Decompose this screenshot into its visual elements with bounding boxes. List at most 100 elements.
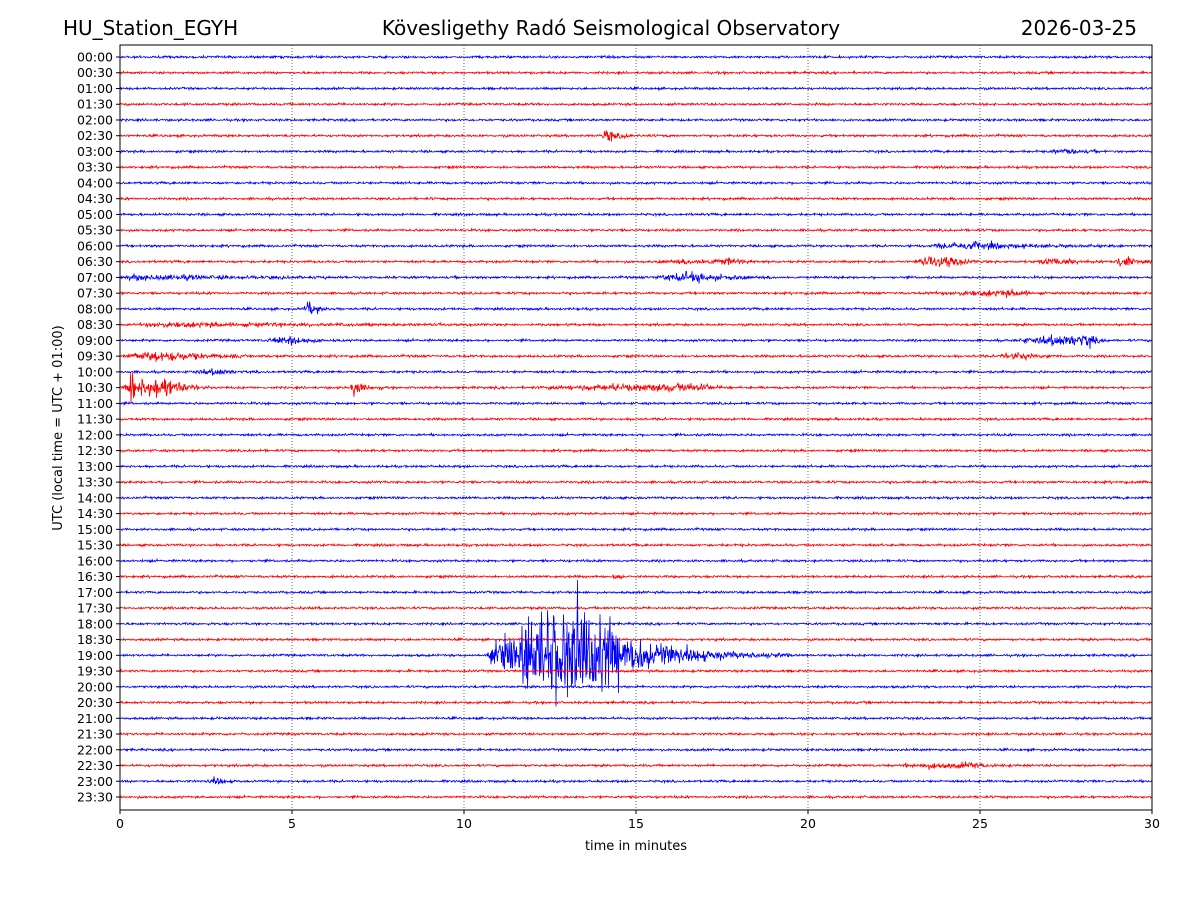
trace-0730 bbox=[119, 288, 1153, 298]
trace-2200 bbox=[119, 746, 1153, 753]
y-tick-label: 19:00 bbox=[77, 648, 113, 663]
observatory-title: Kövesligethy Radó Seismological Observat… bbox=[382, 16, 840, 40]
y-tick-label: 13:00 bbox=[77, 459, 113, 474]
y-tick-label: 03:00 bbox=[77, 144, 113, 159]
trace-0930 bbox=[119, 351, 1153, 362]
trace-0130 bbox=[119, 101, 1153, 108]
y-tick-label: 23:00 bbox=[77, 774, 113, 789]
y-tick-label: 02:00 bbox=[77, 112, 113, 127]
y-tick-label: 14:00 bbox=[77, 490, 113, 505]
y-tick-label: 12:30 bbox=[77, 443, 113, 458]
y-tick-label: 19:30 bbox=[77, 664, 113, 679]
trace-1530 bbox=[119, 542, 1153, 549]
trace-2030 bbox=[119, 699, 1153, 706]
y-tick-label: 06:30 bbox=[77, 254, 113, 269]
trace-0600 bbox=[119, 240, 1153, 251]
y-tick-label: 04:30 bbox=[77, 191, 113, 206]
trace-0530 bbox=[119, 227, 1153, 234]
y-tick-label: 23:30 bbox=[77, 790, 113, 805]
x-tick-label: 20 bbox=[800, 816, 816, 831]
trace-1330 bbox=[119, 479, 1153, 486]
trace-1700 bbox=[119, 589, 1153, 596]
trace-1830 bbox=[119, 636, 1153, 643]
y-tick-label: 16:00 bbox=[77, 553, 113, 568]
y-tick-label: 21:00 bbox=[77, 711, 113, 726]
station-title: HU_Station_EGYH bbox=[63, 16, 238, 40]
y-tick-label: 16:30 bbox=[77, 569, 113, 584]
trace-1230 bbox=[119, 447, 1153, 454]
trace-2100 bbox=[119, 715, 1153, 722]
y-tick-label: 17:00 bbox=[77, 585, 113, 600]
trace-0000 bbox=[119, 54, 1153, 61]
y-tick-label: 01:00 bbox=[77, 81, 113, 96]
trace-0800 bbox=[119, 300, 1153, 315]
traces bbox=[119, 54, 1153, 800]
trace-1100 bbox=[119, 400, 1153, 407]
y-tick-label: 22:00 bbox=[77, 742, 113, 757]
y-tick-label: 04:00 bbox=[77, 175, 113, 190]
y-tick-label: 01:30 bbox=[77, 97, 113, 112]
trace-0330 bbox=[119, 164, 1153, 171]
y-tick-label: 20:00 bbox=[77, 679, 113, 694]
y-tick-label: 17:30 bbox=[77, 601, 113, 616]
trace-1600 bbox=[119, 557, 1153, 564]
trace-2130 bbox=[119, 731, 1153, 738]
x-tick-label: 25 bbox=[972, 816, 988, 831]
trace-2000 bbox=[119, 684, 1153, 690]
trace-0900 bbox=[119, 334, 1153, 349]
trace-1730 bbox=[119, 605, 1152, 612]
y-tick-label: 10:30 bbox=[77, 380, 113, 395]
trace-1200 bbox=[119, 431, 1153, 438]
y-tick-label: 03:30 bbox=[77, 160, 113, 175]
trace-0230 bbox=[119, 130, 1153, 142]
y-tick-label: 21:30 bbox=[77, 727, 113, 742]
y-tick-label: 10:00 bbox=[77, 364, 113, 379]
y-axis-label: UTC (local time = UTC + 01:00) bbox=[51, 325, 66, 530]
y-tick-label: 15:00 bbox=[77, 522, 113, 537]
trace-0700 bbox=[119, 270, 1153, 284]
trace-0400 bbox=[119, 179, 1153, 186]
trace-2230 bbox=[119, 761, 1153, 770]
x-tick-label: 5 bbox=[288, 816, 296, 831]
trace-1130 bbox=[120, 416, 1153, 423]
x-tick-label: 15 bbox=[628, 816, 644, 831]
trace-0630 bbox=[119, 255, 1153, 268]
x-ticks: 0 5 10 15 20 25 30 bbox=[116, 810, 1160, 831]
trace-2330 bbox=[120, 793, 1153, 800]
y-tick-label: 02:30 bbox=[77, 128, 113, 143]
trace-1430 bbox=[119, 510, 1153, 517]
trace-1500 bbox=[119, 526, 1153, 533]
y-tick-label: 05:00 bbox=[77, 207, 113, 222]
trace-1400 bbox=[119, 494, 1153, 501]
x-tick-label: 30 bbox=[1144, 816, 1160, 831]
y-tick-label: 22:30 bbox=[77, 758, 113, 773]
trace-1300 bbox=[119, 463, 1153, 470]
trace-0030 bbox=[119, 69, 1153, 76]
trace-0100 bbox=[119, 85, 1153, 92]
trace-0200 bbox=[119, 117, 1153, 123]
y-tick-label: 00:00 bbox=[77, 50, 113, 65]
date-title: 2026-03-25 bbox=[1021, 16, 1137, 40]
x-axis-label: time in minutes bbox=[585, 839, 687, 854]
grid bbox=[291, 45, 981, 810]
y-tick-label: 06:00 bbox=[77, 238, 113, 253]
y-tick-label: 07:00 bbox=[77, 270, 113, 285]
trace-0500 bbox=[119, 211, 1153, 218]
y-tick-label: 05:30 bbox=[77, 223, 113, 238]
y-ticks: 00:0000:3001:0001:3002:0002:3003:0003:30… bbox=[77, 50, 120, 805]
trace-0300 bbox=[119, 148, 1153, 155]
y-tick-label: 08:30 bbox=[77, 317, 113, 332]
y-tick-label: 13:30 bbox=[77, 475, 113, 490]
x-tick-label: 10 bbox=[456, 816, 472, 831]
y-tick-label: 11:00 bbox=[77, 396, 113, 411]
y-tick-label: 07:30 bbox=[77, 286, 113, 301]
trace-1800 bbox=[119, 620, 1153, 627]
y-tick-label: 14:30 bbox=[77, 506, 113, 521]
y-tick-label: 09:00 bbox=[77, 333, 113, 348]
y-tick-label: 11:30 bbox=[77, 412, 113, 427]
y-tick-label: 08:00 bbox=[77, 301, 113, 316]
trace-0830 bbox=[120, 321, 1153, 329]
trace-1930 bbox=[119, 668, 1153, 675]
trace-1030 bbox=[119, 372, 1153, 404]
